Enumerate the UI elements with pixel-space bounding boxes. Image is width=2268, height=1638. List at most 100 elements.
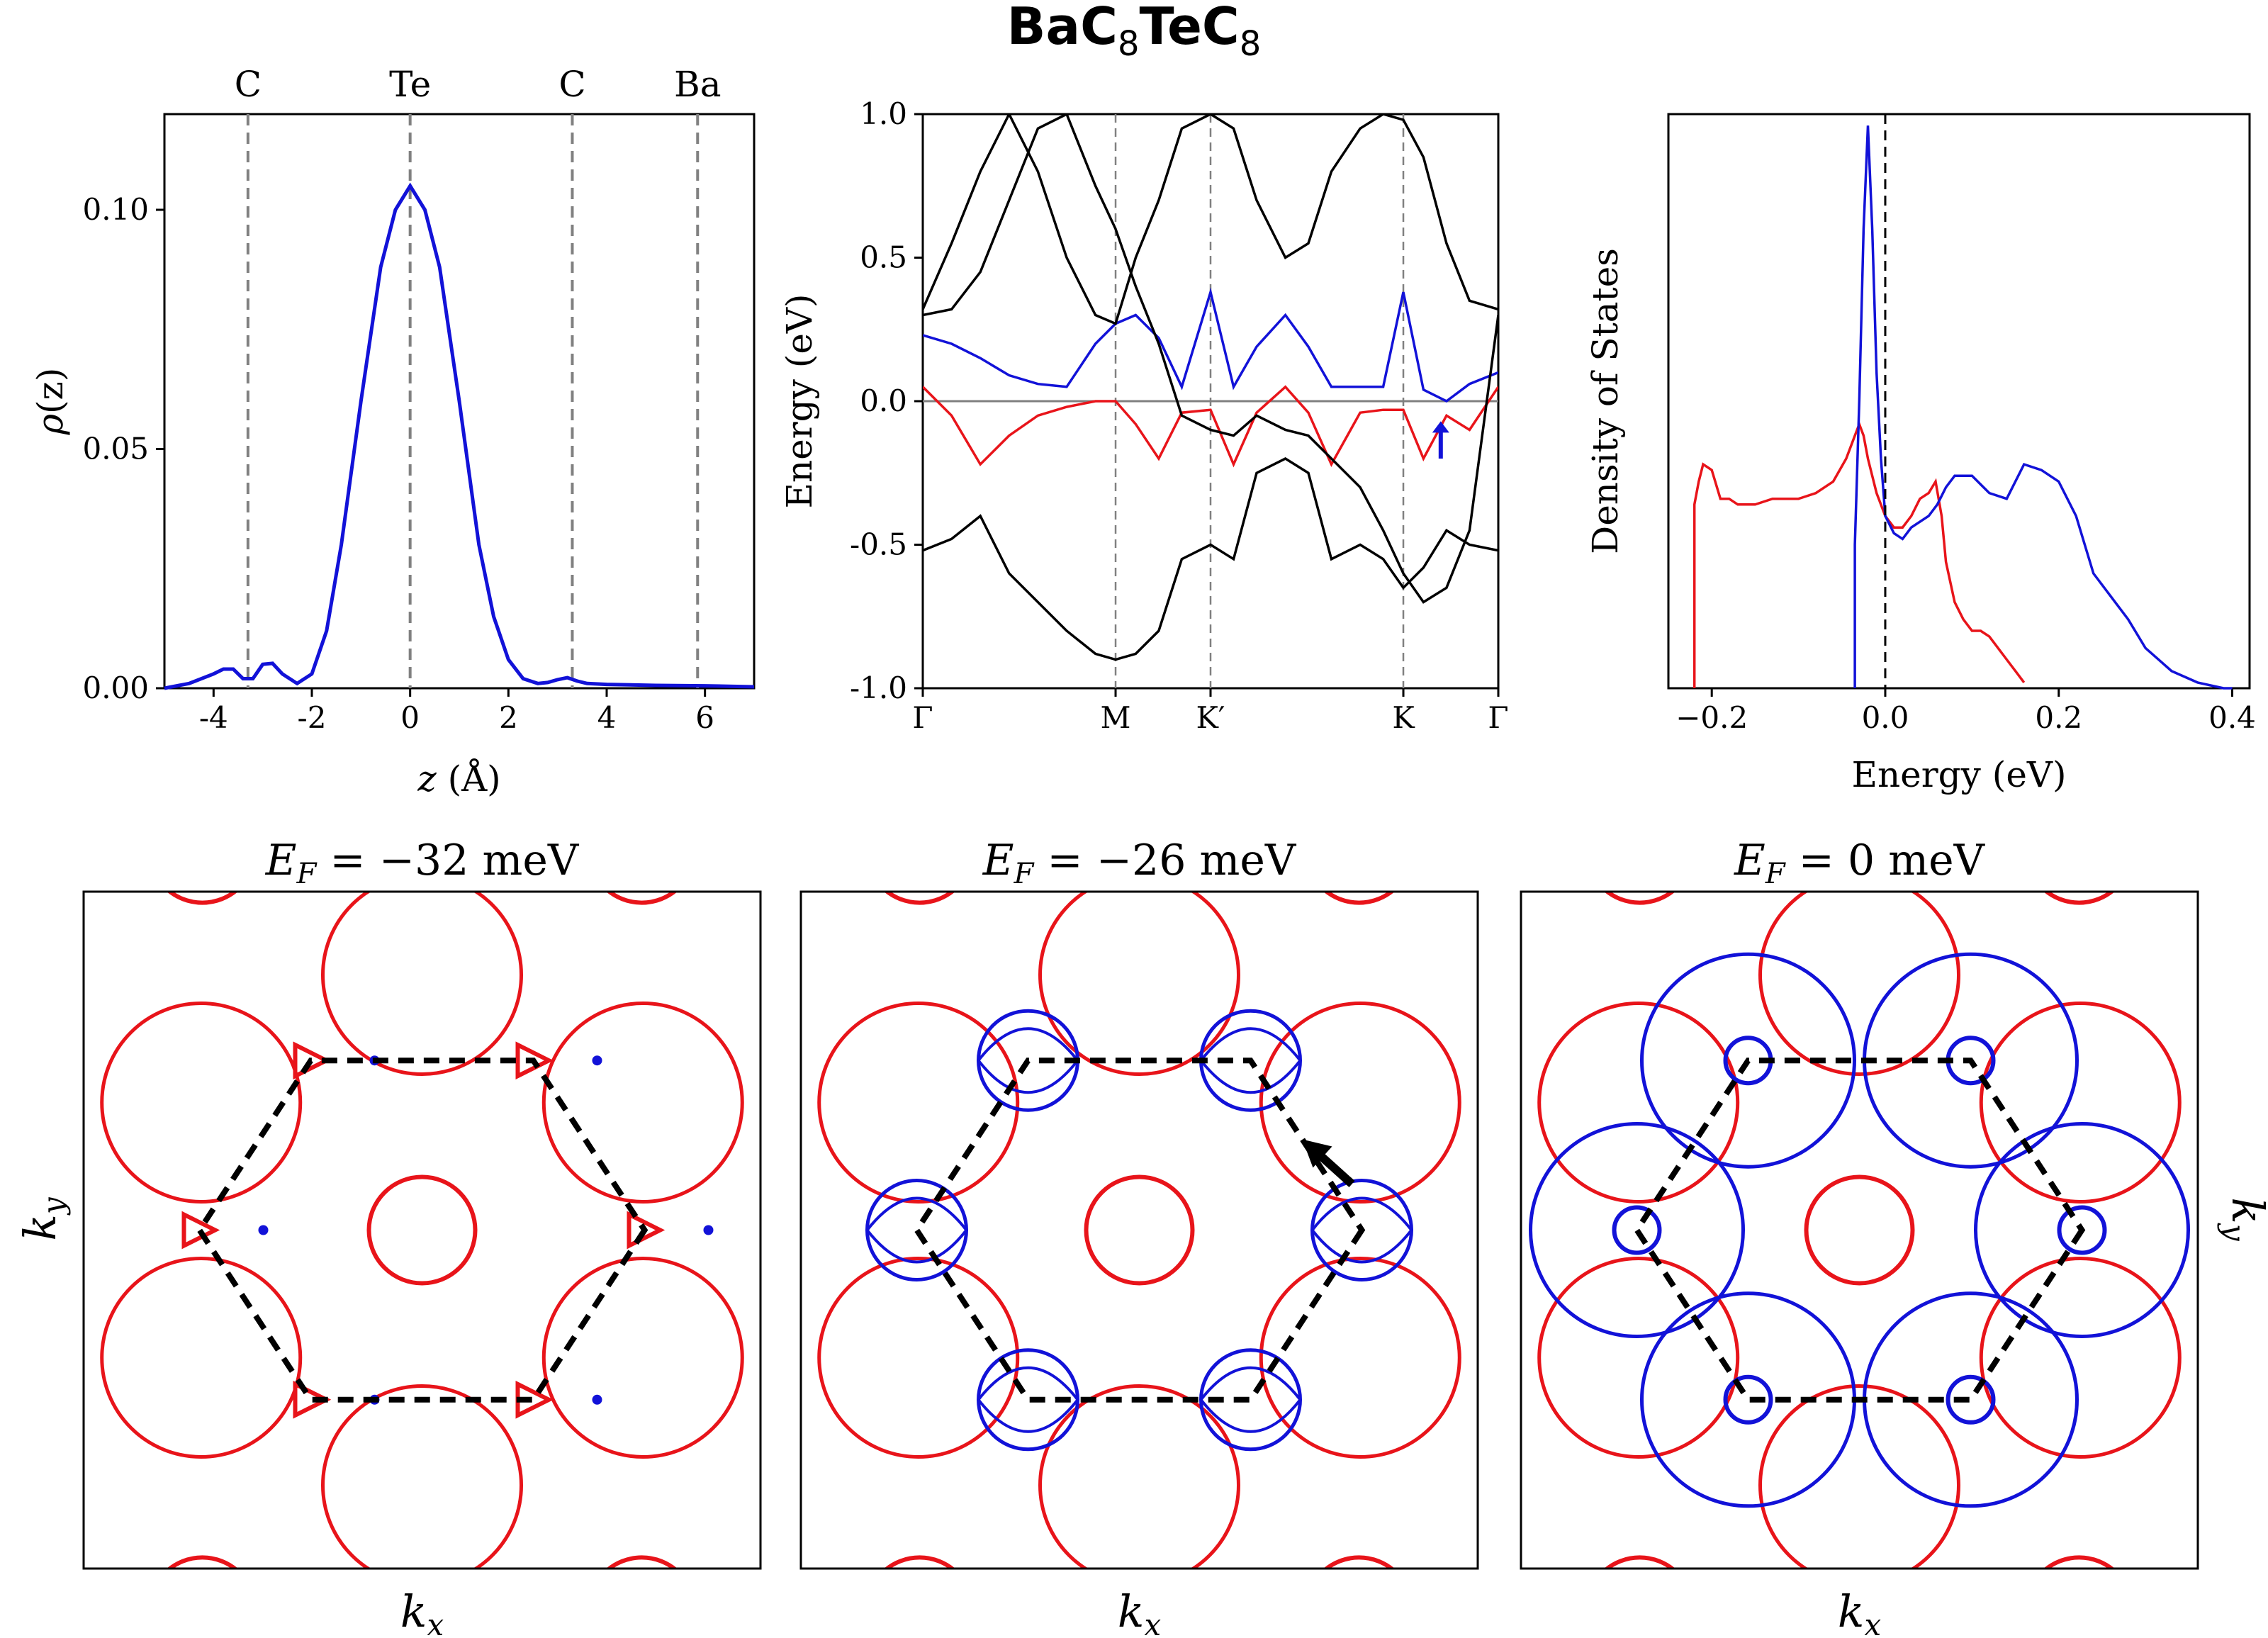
x-tick-label: -2 [298,700,327,735]
fermi-contour [1604,1555,1675,1569]
fermi-contour [1640,952,1856,1169]
fermi-contour [865,1196,969,1264]
fermi-contour [1537,1257,1740,1459]
x-tick-label: 4 [597,700,617,735]
y-tick-label: 0.0 [860,383,907,418]
charge-density-ylabel: ρ(z) [30,368,71,436]
fermi-contour [1640,1291,1856,1508]
fermi-contour [515,1041,554,1080]
fermi-surface-maps: EF = −32 meV kx EF = −26 meV kx EF = 0 meV kx [82,836,2199,1638]
atom-marker-label: C [235,64,262,105]
band-line [923,456,1498,661]
fermi-contour [809,1177,915,1284]
fermi-contour [2043,892,2115,905]
fermi-contour [1537,1002,1740,1204]
fermi-map-1: EF = −32 meV kx [82,836,915,1638]
x-tick-label: 0.2 [2035,700,2082,735]
band-arrow-head [1432,421,1449,433]
fermi-contour [1323,892,1395,905]
y-tick-label: 0.10 [82,192,149,227]
band-structure-ylabel: Energy (eV) [779,293,820,508]
fermi-contour [1038,892,1240,1076]
fermi-contour [1259,1002,1461,1204]
fermi-map-frame [1520,890,2199,1570]
atom-marker-label: Ba [674,64,722,105]
dos-curve [1853,125,2233,690]
fermi-contour [2043,1555,2115,1569]
fermi-contour [1979,1257,2182,1459]
fermi-contour [1612,1205,1662,1255]
fermi-contour [1199,1027,1303,1094]
band-line [923,114,1498,604]
brillouin-zone-hexagon [1633,1058,2086,1403]
charge-density-panel: C Te C Ba -4 -2 0 2 4 6 0.00 0.05 0.10 z (Å) ρ(z) [30,64,756,800]
fermi-map-xlabel: kx [400,1586,444,1638]
x-tick-label: −0.2 [1675,700,1748,735]
y-tick-label: -1.0 [850,671,907,705]
fermi-contour [1758,1384,1960,1569]
fermi-contour [1604,892,1675,905]
fermi-map-arrow-head [1302,1139,1332,1168]
fermi-contour [606,892,678,905]
band-line [923,114,1498,325]
x-tick-label: 0.0 [1862,700,1909,735]
dos-panel: −0.2 0.0 0.2 0.4 Energy (eV) Density of Sta… [1585,113,2256,795]
fermi-contour [541,1257,744,1459]
x-tick-label: 0.4 [2208,700,2256,735]
y-tick-label: -0.5 [850,527,907,562]
fermi-contour [167,892,238,905]
fermi-contour [258,1225,269,1235]
fermi-contour [884,1555,955,1569]
brillouin-zone-hexagon [913,1058,1366,1403]
x-tick-label: 0 [400,700,420,735]
fermi-contour [977,1366,1080,1433]
fermi-contour [1723,1374,1773,1425]
fermi-map-2: EF = −26 meV kx [799,836,1479,1638]
fermi-map-3: EF = 0 meV kx [1367,836,2199,1638]
fermi-contour [627,1211,666,1250]
figure-title: BaC8TeC8 [1007,0,1262,64]
charge-density-xlabel: z (Å) [417,758,500,800]
fermi-contour [100,1257,303,1459]
dos-ylabel: Density of States [1585,248,1626,554]
fermi-contour [1863,1291,2079,1508]
fermi-contour [1199,1366,1303,1433]
fermi-contour [592,1055,602,1066]
kpoint-label: Γ [1488,700,1508,735]
band-line [923,287,1498,403]
kpoint-label: K [1392,700,1415,735]
band-line [923,385,1498,468]
kpoint-label: Γ [912,700,933,735]
fermi-contour [1038,1384,1240,1569]
fermi-contour [1084,1174,1195,1286]
fermi-contour [817,1257,1020,1459]
x-tick-label: -4 [199,700,228,735]
fermi-contour [1979,1002,2182,1204]
fermi-contour [703,1225,714,1235]
fermi-contour [1367,1177,1473,1284]
fermi-contour [321,892,523,1076]
y-tick-label: 0.05 [82,432,149,466]
fermi-contour [884,892,955,905]
dos-xlabel: Energy (eV) [1851,754,2066,795]
atom-marker-label: Te [389,64,431,105]
kpoint-label: K′ [1196,700,1225,735]
fermi-contour [181,1211,220,1250]
brillouin-zone-hexagon [196,1058,649,1403]
fermi-contour [100,1002,303,1204]
fermi-contour [592,1394,602,1405]
fermi-contour [1259,1257,1461,1459]
x-tick-label: 6 [695,700,714,735]
fermi-contour [2057,1205,2107,1255]
fermi-contour [293,1041,332,1080]
fermi-contour [1758,892,1960,1076]
dos-curve [1692,420,2026,688]
charge-density-curve [164,182,755,690]
fermi-map-frame [799,890,1479,1570]
atom-marker-label: C [558,64,585,105]
y-tick-label: 1.0 [860,96,907,131]
fermi-contour [1946,1374,1996,1425]
charge-density-plot-area [163,113,756,690]
fermi-map-title: EF = 0 meV [1734,836,1986,890]
